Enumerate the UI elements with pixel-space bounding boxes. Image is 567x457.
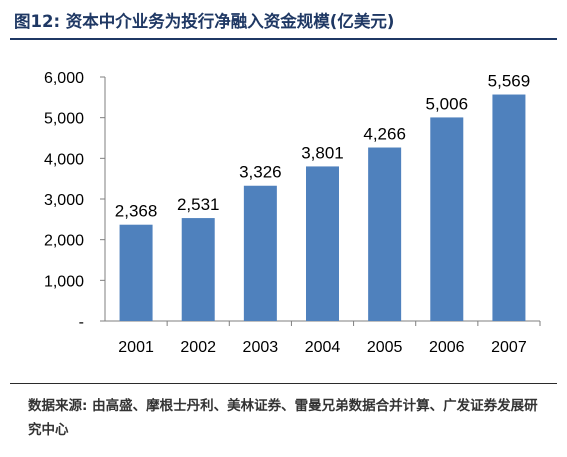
bar-2001	[119, 224, 153, 321]
x-tick-label-2002: 2002	[180, 339, 216, 356]
bar-2005	[368, 147, 402, 321]
bar-2002	[181, 218, 215, 321]
data-label-2001: 2,368	[115, 202, 158, 221]
x-tick-label-2004: 2004	[305, 339, 341, 356]
chart-title: 图12: 资本中介业务为投行净融入资金规模(亿美元)	[14, 12, 395, 31]
y-tick-label: -	[79, 314, 84, 331]
x-tick-label-2006: 2006	[429, 339, 465, 356]
y-tick-label: 6,000	[44, 70, 84, 87]
data-label-2007: 5,569	[488, 72, 531, 91]
y-tick-label: 1,000	[44, 273, 84, 290]
title-divider	[10, 38, 557, 40]
x-tick-label-2001: 2001	[118, 339, 154, 356]
y-tick-label: 4,000	[44, 151, 84, 168]
y-tick-label: 5,000	[44, 111, 84, 128]
x-tick-label-2005: 2005	[367, 339, 403, 356]
data-label-2006: 5,006	[426, 94, 469, 113]
bar-chart: - 1,000 2,000 3,000 4,000 5,000 6,000 2,368 2001…	[44, 70, 541, 356]
x-tick-label-2007: 2007	[491, 339, 527, 356]
bar-2003	[243, 185, 277, 321]
x-tick-label-2003: 2003	[243, 339, 279, 356]
bar-2007	[492, 94, 526, 321]
data-label-2004: 3,801	[301, 143, 344, 162]
data-label-2005: 4,266	[363, 125, 406, 144]
y-tick-label: 2,000	[44, 233, 84, 250]
source-note: 数据来源: 由高盛、摩根士丹利、美林证券、雷曼兄弟数据合并计算、广发证券发展研究…	[28, 398, 538, 438]
bar-2004	[306, 166, 339, 321]
data-label-2002: 2,531	[177, 195, 220, 214]
data-label-2003: 3,326	[239, 163, 282, 182]
source-divider	[10, 383, 557, 384]
bar-2006	[430, 117, 464, 321]
y-tick-label: 3,000	[44, 192, 84, 209]
